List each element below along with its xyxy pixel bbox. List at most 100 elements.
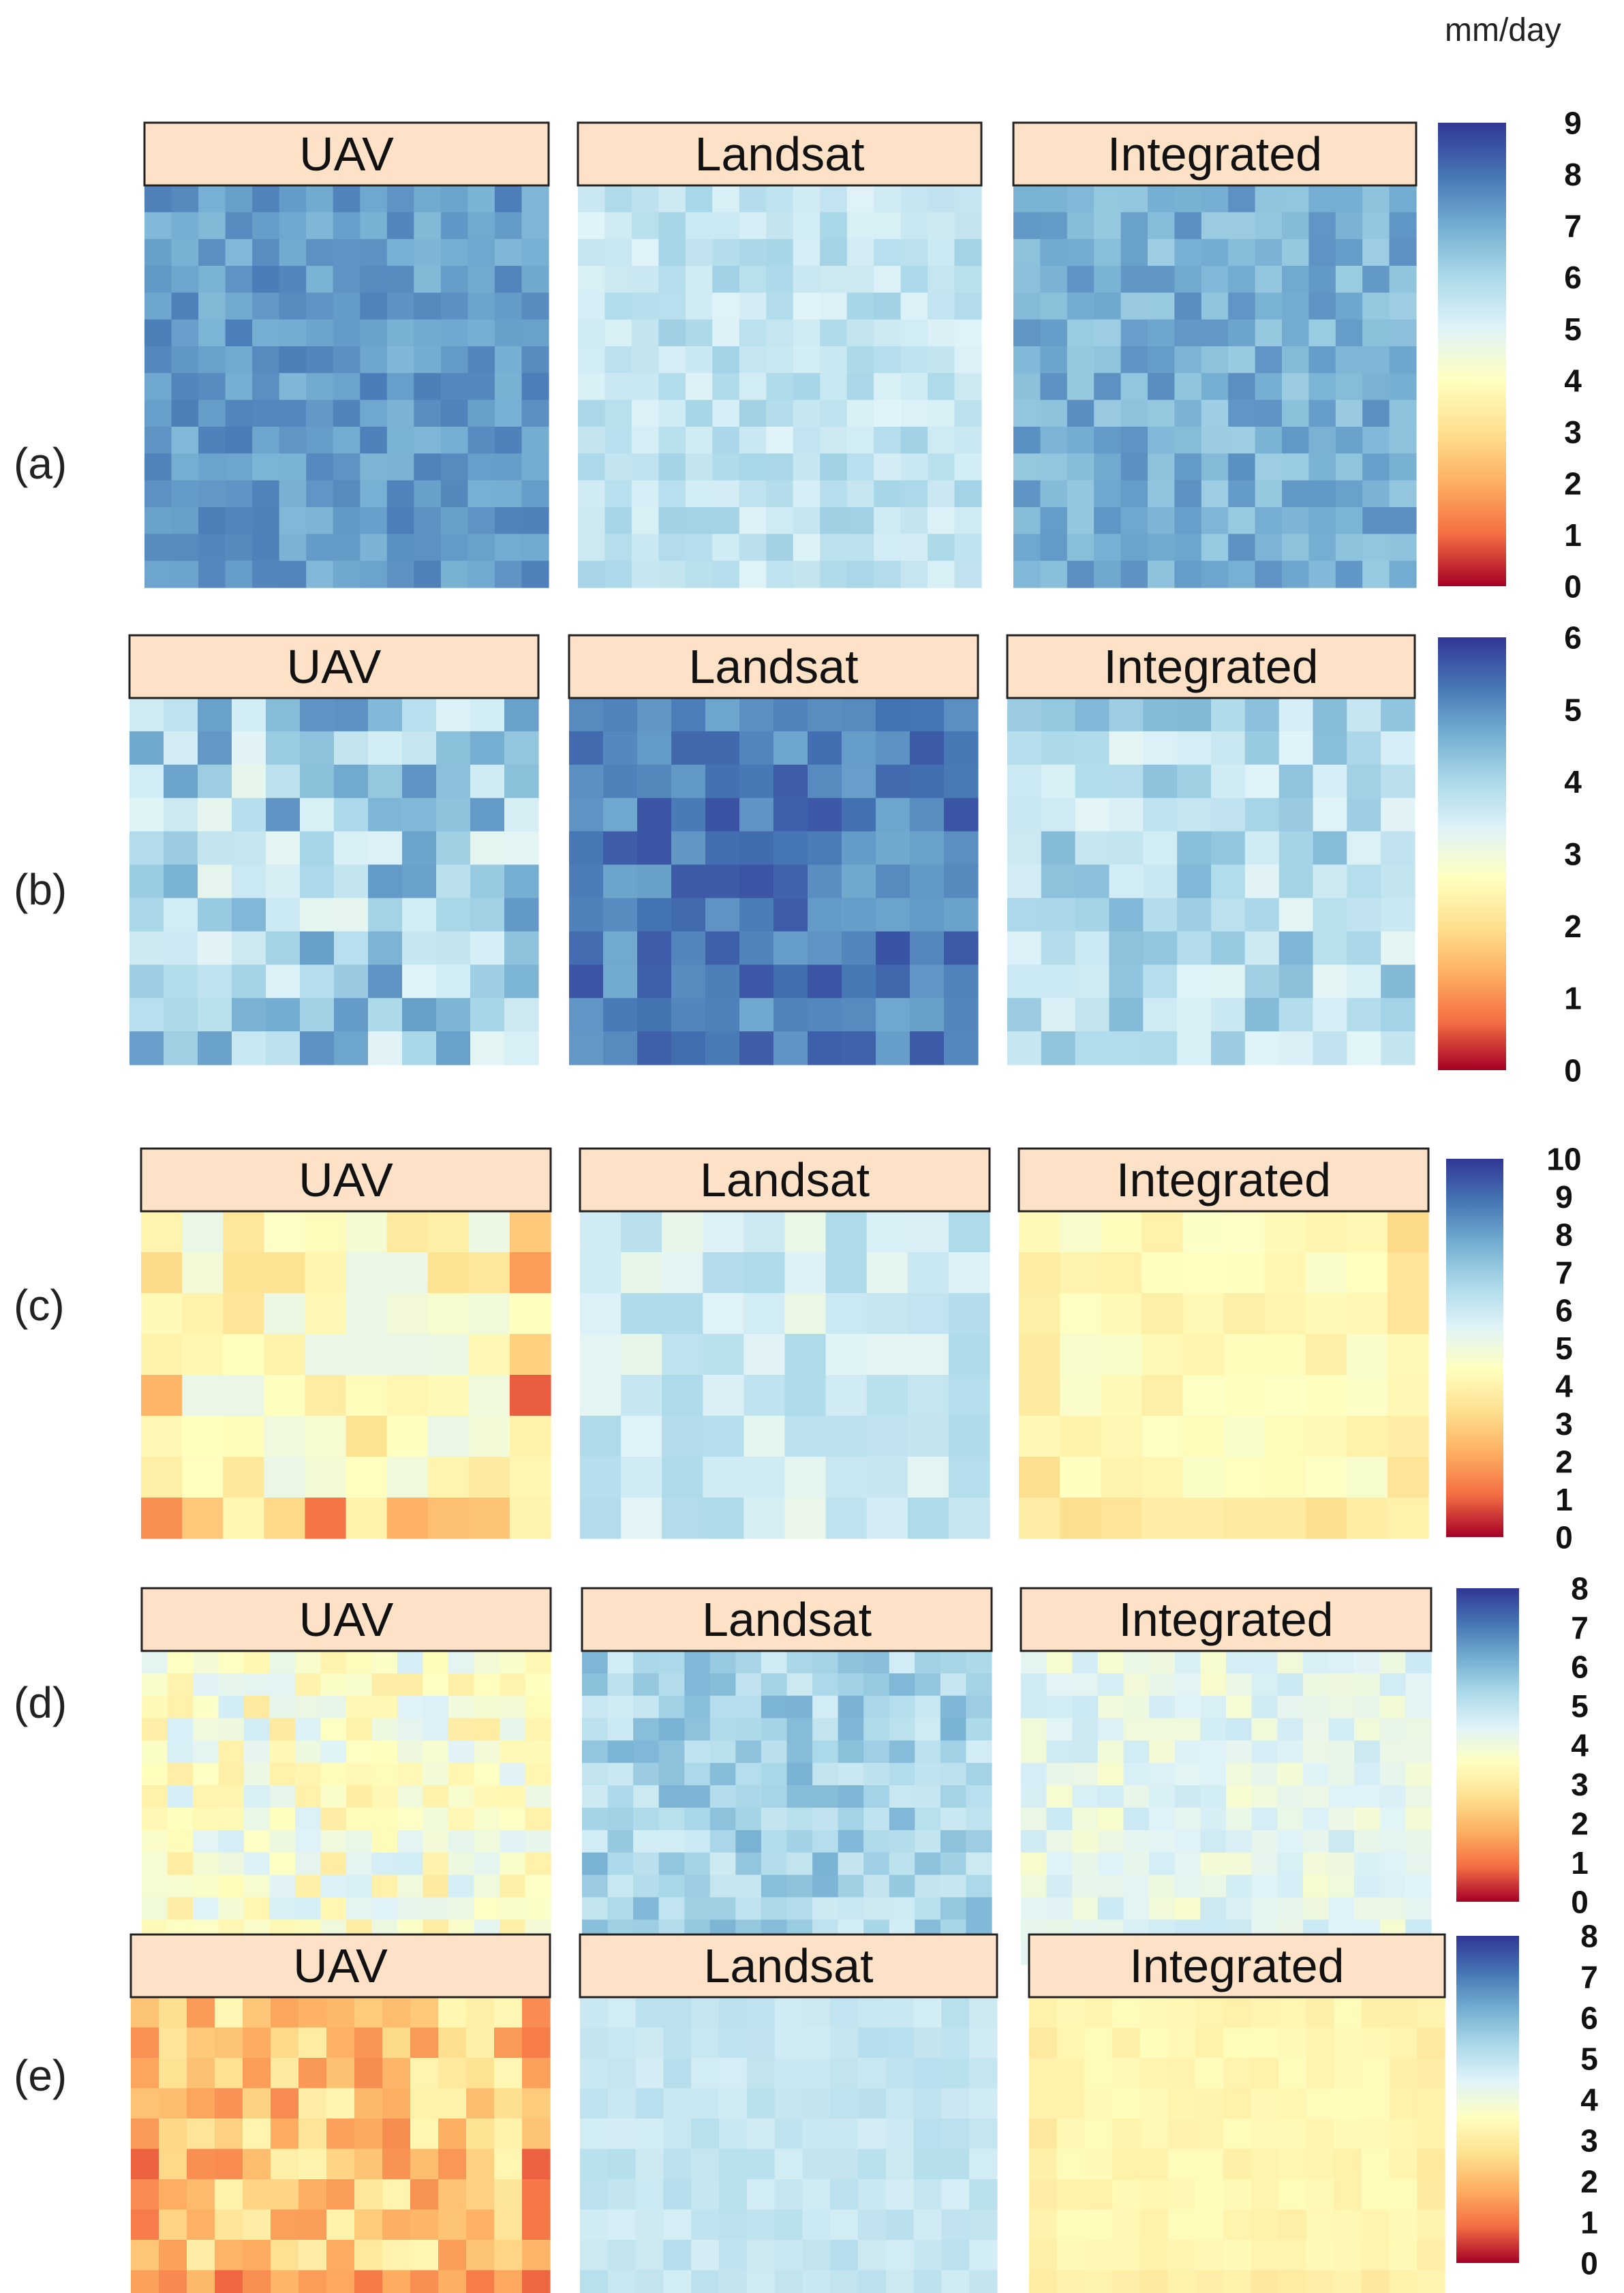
- heatmap-cell: [271, 2027, 299, 2059]
- heatmap-cell: [885, 2270, 915, 2293]
- heatmap-cell: [1328, 1785, 1355, 1808]
- heatmap-cell: [1019, 1293, 1060, 1335]
- heatmap-cell: [264, 1375, 305, 1416]
- heatmap-cell: [793, 239, 821, 267]
- heatmap-cell: [306, 292, 334, 320]
- heatmap-cell: [252, 292, 280, 320]
- heatmap-cell: [739, 698, 774, 732]
- heatmap-cell: [218, 1785, 245, 1808]
- heatmap-cell: [371, 1695, 398, 1719]
- heatmap-cell: [603, 831, 638, 866]
- heatmap-cell: [223, 1375, 264, 1416]
- heatmap-cell: [1308, 507, 1336, 534]
- heatmap-cell: [948, 1416, 990, 1457]
- heatmap-cell: [509, 1252, 551, 1294]
- heatmap-cell: [793, 480, 821, 508]
- heatmap-cell: [761, 1651, 788, 1674]
- heatmap-cell: [298, 2119, 327, 2150]
- heatmap-cell: [1278, 2179, 1307, 2211]
- heatmap-cell: [371, 1897, 398, 1920]
- heatmap-cell: [448, 1763, 475, 1786]
- heatmap-cell: [685, 212, 713, 240]
- heatmap-cell: [142, 1740, 168, 1763]
- heatmap-cell: [525, 1718, 551, 1742]
- heatmap-cell: [607, 1997, 637, 2029]
- heatmap-cell: [225, 534, 253, 562]
- panel-integrated: Integrated: [1028, 1933, 1446, 2293]
- heatmap-cell: [1362, 239, 1390, 267]
- heatmap-cell: [719, 2179, 748, 2211]
- heatmap-cell: [685, 453, 713, 481]
- heatmap-cell: [1362, 427, 1390, 454]
- heatmap-cell: [820, 266, 848, 293]
- heatmap-cell: [298, 2027, 327, 2059]
- heatmap-cell: [603, 698, 638, 732]
- heatmap-cell: [580, 2270, 609, 2293]
- heatmap-cell: [1029, 1997, 1058, 2029]
- heatmap-cell: [948, 1211, 990, 1253]
- heatmap-cell: [279, 399, 307, 427]
- heatmap-cell: [414, 560, 442, 588]
- heatmap-cell: [1060, 1498, 1101, 1539]
- heatmap-cell: [1381, 864, 1415, 898]
- heatmap-cell: [1255, 185, 1283, 213]
- colorbar-tick-label: 0: [1580, 2246, 1598, 2281]
- heatmap-cell: [1139, 1997, 1168, 2029]
- heatmap-cell: [1007, 731, 1042, 765]
- heatmap-cell: [1379, 1852, 1406, 1876]
- heatmap-cell: [279, 239, 307, 267]
- heatmap-cell: [368, 864, 403, 898]
- heatmap-cell: [468, 427, 495, 454]
- heatmap-cell: [1148, 373, 1175, 401]
- heatmap-cell: [1282, 266, 1309, 293]
- heatmap-cell: [948, 1293, 990, 1335]
- heatmap-cell: [739, 534, 767, 562]
- heatmap-cell: [607, 1718, 634, 1742]
- heatmap-cell: [346, 1740, 373, 1763]
- heatmap-cell: [691, 2179, 720, 2211]
- heatmap-cell: [766, 534, 794, 562]
- heatmap-cell: [1072, 1874, 1099, 1898]
- heatmap-cell: [1278, 731, 1314, 765]
- heatmap-cell: [1046, 1695, 1073, 1719]
- heatmap-cell: [252, 319, 280, 347]
- heatmap-cell: [1362, 399, 1390, 427]
- heatmap-cell: [1149, 1651, 1176, 1674]
- heatmap-cell: [354, 2088, 383, 2119]
- heatmap-cell: [1067, 319, 1094, 347]
- heatmap-cell: [509, 1498, 551, 1539]
- heatmap-cell: [144, 239, 172, 267]
- heatmap-cell: [1174, 1763, 1201, 1786]
- heatmap-cell: [232, 1031, 266, 1065]
- heatmap-cell: [1174, 1874, 1201, 1898]
- heatmap-cell: [193, 1651, 219, 1674]
- heatmap-cell: [1013, 507, 1041, 534]
- heatmap-cell: [1362, 2088, 1390, 2119]
- heatmap-cell: [915, 1673, 941, 1697]
- heatmap-cell: [182, 1498, 224, 1539]
- heatmap-cell: [1075, 764, 1110, 799]
- heatmap-cell: [712, 399, 740, 427]
- heatmap-cell: [129, 1031, 164, 1065]
- heatmap-cell: [244, 1763, 271, 1786]
- panel-title: UAV: [298, 1153, 393, 1206]
- heatmap-cell: [474, 1718, 500, 1742]
- heatmap-cell: [1226, 1740, 1253, 1763]
- heatmap-cell: [1200, 1763, 1227, 1786]
- heatmap-cell: [333, 185, 361, 213]
- heatmap-cell: [346, 1785, 373, 1808]
- heatmap-cell: [1277, 1874, 1304, 1898]
- heatmap-cell: [1056, 2119, 1085, 2150]
- row-label: (e): [14, 2051, 67, 2100]
- heatmap-cell: [1251, 2119, 1279, 2150]
- heatmap-cell: [1305, 1375, 1347, 1416]
- heatmap-cell: [371, 1874, 398, 1898]
- heatmap-cell: [1123, 1785, 1150, 1808]
- heatmap-cell: [858, 2240, 887, 2271]
- colorbar-tick-label: 2: [1564, 909, 1582, 944]
- heatmap-cell: [1278, 965, 1314, 999]
- heatmap-cell: [371, 1673, 398, 1697]
- heatmap-cell: [900, 373, 928, 401]
- heatmap-cell: [386, 1252, 429, 1294]
